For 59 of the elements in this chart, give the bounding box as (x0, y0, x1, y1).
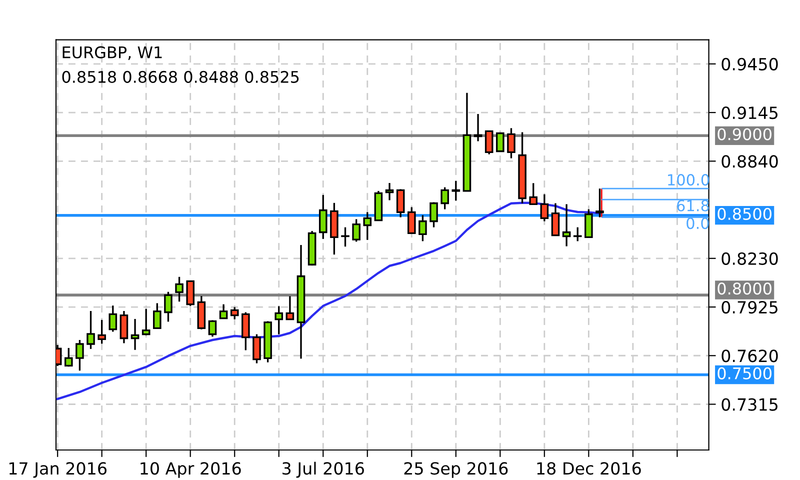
candlestick (108, 304, 118, 333)
text: 0.8518 0.8668 0.8488 0.8525 (62, 70, 299, 83)
candlestick (318, 194, 328, 240)
candlestick (153, 302, 162, 330)
candlestick (252, 333, 261, 364)
candlestick (540, 193, 549, 222)
candlestick (341, 226, 350, 248)
y-tick-label: 0.9145 (722, 106, 778, 120)
chart-title: EURGBP, W1 (62, 46, 162, 60)
y-tick-label: 0.8230 (722, 252, 778, 265)
ref-line-label: 0.7500 (718, 367, 772, 380)
x-tick-label: 18 Dec 2016 (537, 462, 641, 475)
y-tick-label: 0.7925 (722, 300, 778, 314)
candlestick (142, 308, 150, 336)
candlestick (352, 218, 360, 242)
candlestick (363, 211, 372, 241)
ref-line-label: 0.8500 (718, 208, 772, 220)
candlestick (584, 208, 593, 238)
candlestick (76, 339, 84, 372)
candlestick (418, 214, 427, 242)
candlestick (484, 130, 494, 156)
x-tick-label: 10 Apr 2016 (140, 462, 241, 478)
candlestick (286, 295, 294, 321)
x-tick-label: 25 Sep 2016 (404, 462, 508, 478)
candlestick (385, 182, 394, 202)
y-tick-label: 0.7620 (722, 350, 778, 362)
y-tick-label: 0.7315 (722, 398, 778, 411)
candlestick (573, 226, 582, 242)
ref-line-label: 0.9000 (718, 128, 772, 140)
candlestick (242, 311, 250, 352)
candlestick (86, 310, 95, 350)
candlestick (529, 182, 538, 206)
candlestick (274, 305, 284, 336)
candlestick (219, 303, 228, 320)
x-tick-label: 17 Jan 2016 (9, 462, 106, 478)
candlestick (430, 201, 438, 228)
candlestick (407, 206, 416, 235)
y-tick-label: 0.8840 (722, 155, 778, 168)
candlestick (507, 127, 516, 160)
candlestick (596, 188, 604, 218)
candlestick (64, 347, 73, 368)
candlestick (230, 306, 239, 320)
candlestick (496, 132, 504, 152)
candlestick (562, 203, 571, 248)
ref-line-label: 0.8000 (718, 282, 772, 295)
candlestick (551, 202, 560, 237)
candlestick (98, 319, 106, 345)
candlestick (175, 276, 184, 302)
candlestick (186, 280, 195, 307)
candlestick (164, 291, 172, 323)
candlestick (474, 113, 482, 142)
x-tick-label: 3 Jul 2016 (282, 462, 364, 478)
candlestick (208, 319, 217, 338)
candlestick (130, 318, 140, 351)
candlestick (120, 310, 128, 344)
y-tick-label: 0.9450 (722, 58, 778, 70)
candlestick (440, 186, 449, 210)
candlestick (396, 188, 405, 218)
candlestick (452, 180, 460, 202)
